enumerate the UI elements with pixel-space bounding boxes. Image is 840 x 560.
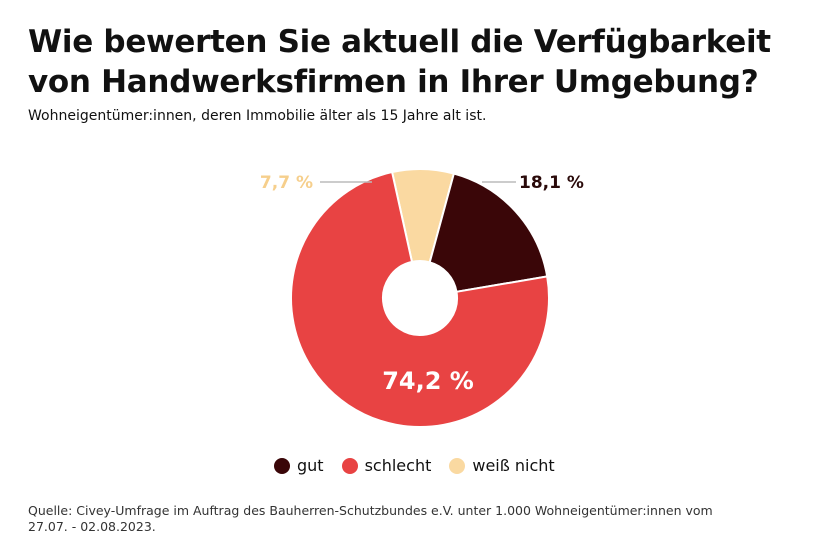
legend-label-gut: gut — [297, 456, 324, 475]
value-label-weiss-nicht: 7,7 % — [260, 173, 313, 193]
slice-schlecht — [290, 170, 550, 428]
legend-label-schlecht: schlecht — [364, 456, 432, 475]
legend-swatch-weiss-nicht — [449, 457, 466, 474]
legend-label-weiss-nicht: weiß nicht — [472, 456, 555, 475]
value-label-gut: 18,1 % — [519, 173, 584, 193]
chart-subtitle: Wohneigentümer:innen, deren Immobilie äl… — [28, 108, 487, 124]
legend-swatch-schlecht — [341, 457, 358, 474]
chart-title: Wie bewerten Sie aktuell die Verfügbarke… — [28, 24, 771, 100]
legend: gut schlecht weiß nicht — [274, 456, 573, 475]
slice-gut — [428, 172, 549, 293]
source-note: Quelle: Civey-Umfrage im Auftrag des Bau… — [28, 503, 713, 534]
legend-item-weiss-nicht: weiß nicht — [449, 456, 555, 475]
legend-swatch-gut — [274, 457, 290, 474]
value-label-schlecht: 74,2 % — [382, 367, 474, 395]
legend-item-schlecht: schlecht — [341, 456, 432, 475]
legend-item-gut: gut — [274, 456, 324, 475]
